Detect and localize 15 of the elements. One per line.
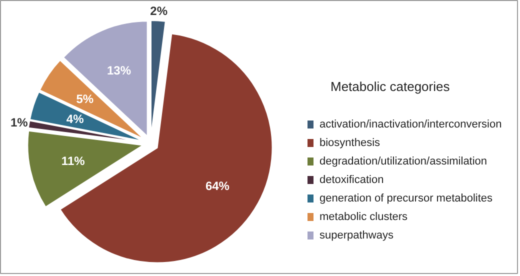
legend-label: biosynthesis [320, 137, 381, 149]
legend-label: superpathways [320, 230, 394, 242]
legend-label: degradation/utilization/assimilation [320, 156, 488, 168]
data-label: 2% [150, 4, 168, 18]
data-label: 1% [10, 116, 28, 130]
legend-label: generation of precursor metabolites [320, 192, 494, 204]
legend-label: activation/inactivation/interconversion [320, 118, 502, 130]
legend-label: metabolic clusters [320, 211, 408, 223]
data-label: 13% [106, 64, 132, 78]
data-label: 11% [61, 154, 86, 168]
legend-title: Metabolic categories [330, 79, 450, 94]
data-label: 64% [205, 178, 230, 193]
data-label: 5% [76, 92, 94, 106]
legend-label: detoxification [320, 174, 384, 186]
data-label: 4% [66, 112, 84, 126]
